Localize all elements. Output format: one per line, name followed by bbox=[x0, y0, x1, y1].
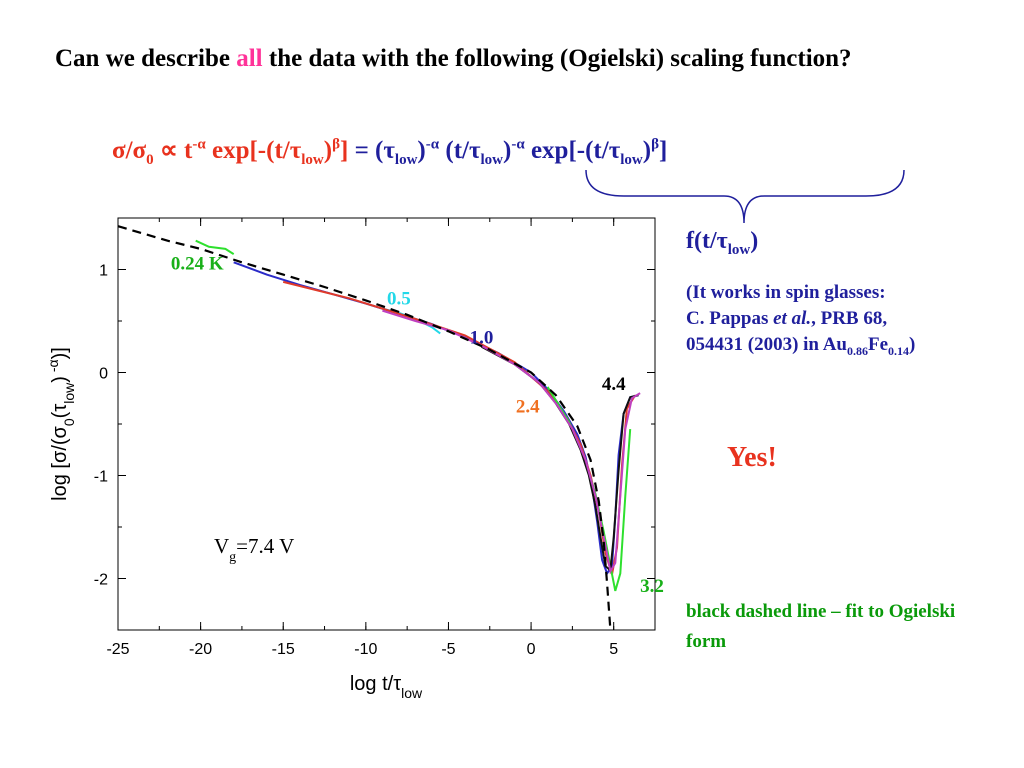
note-line3-a: 054431 (2003) in Au bbox=[686, 334, 847, 355]
formula-rhs-exp2: -α bbox=[511, 136, 525, 153]
x-axis-label: log t/τlow bbox=[350, 673, 423, 701]
formula-lhs-exp-text: exp[-(t/τ bbox=[205, 137, 302, 164]
formula-lhs: σ/σ0 ∝ t-α exp[-(t/τlow)β] bbox=[112, 136, 355, 168]
formula-lhs-sigma: σ/σ bbox=[112, 137, 147, 164]
formula-rhs-low2: low bbox=[480, 152, 504, 168]
note-line3-c: ) bbox=[909, 334, 916, 355]
axis-ticks: -25 -20 -15 -10 -5 0 5-2-101 bbox=[94, 217, 655, 658]
series-label: 2.4 bbox=[516, 397, 540, 418]
note-line3-b: Fe bbox=[868, 334, 889, 355]
formula-rhs-beta: β bbox=[651, 136, 659, 153]
scaling-formula: σ/σ0 ∝ t-α exp[-(t/τlow)β] = (τlow)-α (t… bbox=[112, 135, 667, 169]
f-function-label: f(t/τlow) bbox=[686, 228, 758, 259]
formula-lhs-prop: ∝ t bbox=[153, 137, 193, 164]
formula-rhs-bracket: ] bbox=[658, 137, 668, 164]
voltage-annotation: Vg=7.4 V bbox=[214, 534, 294, 565]
fit-dashed-line bbox=[117, 225, 612, 631]
series-line bbox=[382, 309, 641, 575]
title-part-1: Can we describe bbox=[55, 45, 237, 72]
x-tick-label: 5 bbox=[609, 641, 618, 658]
formula-rhs-part2: (t/τ bbox=[439, 137, 481, 164]
y-tick-label: 1 bbox=[99, 263, 108, 280]
note-line2-b: , PRB 68, bbox=[811, 308, 888, 329]
formula-rhs: = (τlow)-α (t/τlow)-α exp[-(t/τlow)β] bbox=[354, 136, 668, 168]
x-tick-label: -25 bbox=[106, 641, 129, 658]
formula-lhs-low: low bbox=[301, 152, 324, 168]
f-label-sub: low bbox=[727, 241, 751, 258]
spin-glass-note: (It works in spin glasses: C. Pappas et … bbox=[686, 280, 915, 364]
formula-rhs-close1: ) bbox=[417, 137, 426, 164]
title-highlight: all bbox=[236, 45, 263, 72]
note-line-2: C. Pappas et al., PRB 68, bbox=[686, 306, 915, 332]
y-axis-label: log [σ/(σ0(τlow) -α)] bbox=[45, 347, 77, 501]
x-tick-label: -10 bbox=[354, 641, 377, 658]
slide-title: Can we describe all the data with the fo… bbox=[55, 40, 935, 78]
series-line-2.4 bbox=[282, 280, 637, 575]
formula-rhs-low3: low bbox=[620, 152, 643, 168]
x-tick-label: -20 bbox=[189, 641, 212, 658]
plot-frame bbox=[117, 217, 656, 631]
data-series bbox=[117, 225, 641, 631]
formula-lhs-beta: β bbox=[332, 136, 340, 153]
note-line-3: 054431 (2003) in Au0.86Fe0.14) bbox=[686, 332, 915, 364]
note-line3-sub2: 0.14 bbox=[888, 343, 910, 358]
formula-rhs-close2: ) bbox=[503, 137, 512, 164]
note-line3-sub1: 0.86 bbox=[847, 343, 868, 358]
formula-eq: = (τ bbox=[354, 137, 395, 164]
series-label: 3.2 bbox=[640, 576, 664, 597]
note-line2-a: C. Pappas bbox=[686, 308, 774, 329]
x-tick-label: 0 bbox=[527, 641, 536, 658]
title-part-2: the data with the following (Ogielski) s… bbox=[262, 45, 852, 72]
series-label: 0.24 K bbox=[171, 254, 224, 275]
yes-answer: Yes! bbox=[727, 442, 777, 473]
series-label: 1.0 bbox=[470, 328, 494, 349]
formula-lhs-sub0: 0 bbox=[146, 152, 154, 168]
formula-rhs-low1: low bbox=[394, 152, 418, 168]
curly-brace-icon bbox=[585, 169, 905, 224]
series-labels: 0.24 K 0.5 1.0 2.4 3.2 4.4 bbox=[171, 254, 664, 597]
f-label-main: f(t/τ bbox=[686, 228, 728, 254]
formula-lhs-exp1: -α bbox=[192, 136, 206, 153]
series-label: 4.4 bbox=[602, 374, 626, 395]
formula-lhs-bracket: ] bbox=[339, 137, 349, 164]
y-tick-label: 0 bbox=[99, 366, 108, 383]
formula-rhs-exp1: -α bbox=[425, 136, 440, 153]
note-line2-italic: et al. bbox=[773, 308, 812, 329]
formula-rhs-part3: exp[-(t/τ bbox=[524, 137, 621, 164]
x-tick-label: -15 bbox=[272, 641, 295, 658]
note-line-1: (It works in spin glasses: bbox=[686, 282, 886, 303]
series-line-0.24-K bbox=[195, 239, 235, 255]
formula-lhs-close: ) bbox=[323, 137, 333, 164]
y-tick-label: -1 bbox=[94, 469, 108, 486]
fit-description: black dashed line – fit to Ogielski form bbox=[686, 601, 956, 652]
f-label-close: ) bbox=[750, 228, 759, 254]
series-line-1.0 bbox=[233, 261, 639, 576]
series-label: 0.5 bbox=[387, 289, 411, 310]
x-tick-label: -5 bbox=[441, 641, 455, 658]
y-tick-label: -2 bbox=[94, 572, 108, 589]
formula-rhs-close3: ) bbox=[642, 137, 652, 164]
